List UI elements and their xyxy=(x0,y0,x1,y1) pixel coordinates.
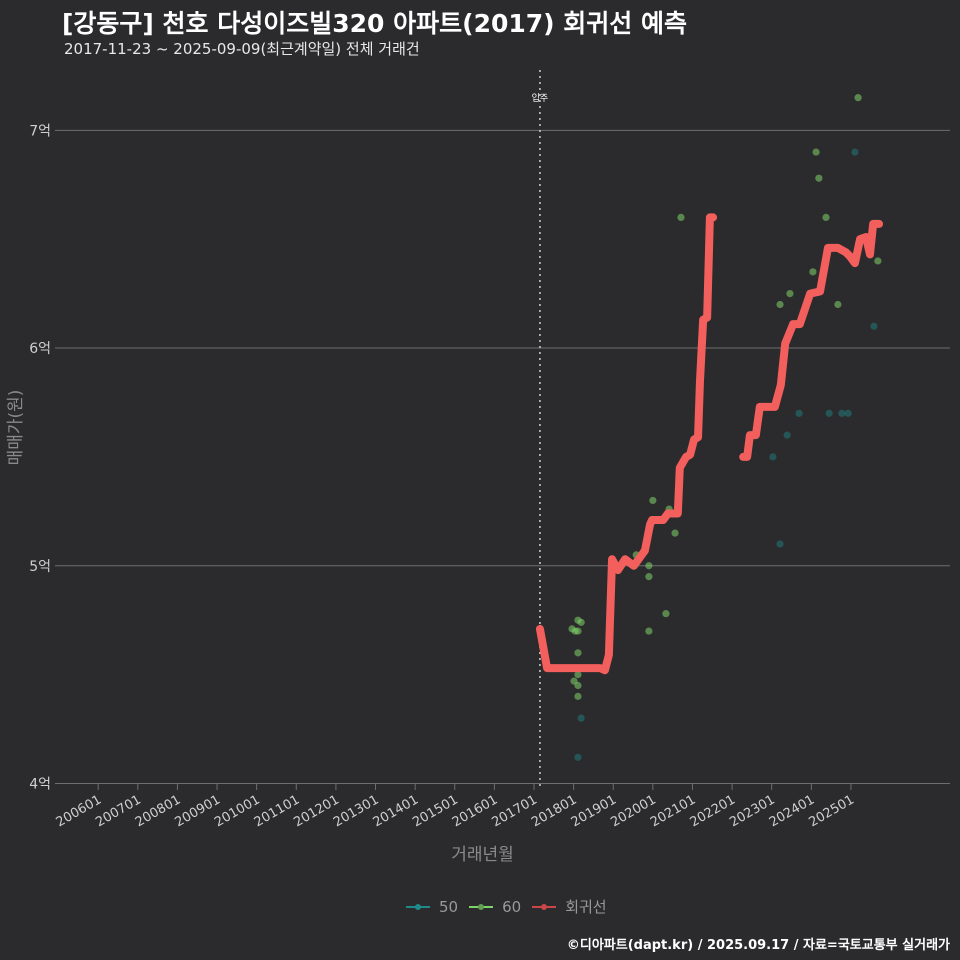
data-point-60 xyxy=(812,148,820,156)
data-point-60 xyxy=(645,562,653,570)
data-point-50 xyxy=(851,148,859,156)
chart-title: [강동구] 천호 다성이즈빌320 아파트(2017) 회귀선 예측 xyxy=(62,9,687,38)
data-point-50 xyxy=(574,753,582,761)
data-point-60 xyxy=(776,300,784,309)
data-point-60 xyxy=(834,300,842,309)
y-tick-label: 5억 xyxy=(29,559,51,575)
data-point-60 xyxy=(577,618,585,626)
y-axis-title: 매매가(원) xyxy=(6,390,26,466)
data-point-60 xyxy=(677,213,685,222)
x-axis-title: 거래년월 xyxy=(451,845,514,865)
data-point-50 xyxy=(795,409,803,417)
legend-swatch-60 xyxy=(469,903,494,910)
data-point-60 xyxy=(574,692,582,700)
regression-line xyxy=(739,219,884,461)
legend-swatch-50 xyxy=(406,903,430,910)
move-in-label: 입주 xyxy=(532,92,549,104)
data-point-60 xyxy=(671,529,679,537)
data-point-50 xyxy=(577,714,585,722)
data-point-60 xyxy=(822,213,830,222)
legend-item-50[interactable]: 50 xyxy=(405,898,458,916)
data-point-60 xyxy=(645,627,653,635)
y-tick-label: 6억 xyxy=(29,341,51,357)
data-point-60 xyxy=(809,268,817,276)
data-point-50 xyxy=(776,540,784,548)
legend-item-regression[interactable]: 회귀선 xyxy=(531,896,607,917)
legend-item-60[interactable]: 60 xyxy=(468,898,521,916)
data-point-60 xyxy=(662,610,670,618)
data-point-50 xyxy=(870,322,878,330)
data-point-50 xyxy=(838,409,846,417)
data-point-60 xyxy=(645,573,653,581)
legend-label-50: 50 xyxy=(439,897,459,916)
legend: 50 60 회귀선 xyxy=(405,896,617,917)
data-point-60 xyxy=(574,649,582,657)
chart-subtitle: 2017-11-23 ~ 2025-09-09(최근계약일) 전체 거래건 xyxy=(64,40,420,58)
data-point-50 xyxy=(825,409,833,417)
data-point-60 xyxy=(854,94,862,102)
data-point-60 xyxy=(786,290,794,298)
data-point-60 xyxy=(574,627,582,635)
source-caption: ©디아파트(dapt.kr) / 2025.09.17 / 자료=국토교통부 실… xyxy=(566,938,950,953)
y-tick-label: 7억 xyxy=(29,123,51,139)
data-point-60 xyxy=(874,257,882,265)
data-point-60 xyxy=(574,671,582,679)
legend-label-regression: 회귀선 xyxy=(565,898,607,916)
data-point-50 xyxy=(769,453,777,461)
y-tick-label: 4억 xyxy=(29,776,51,792)
x-tick-label: 202501 xyxy=(806,792,856,830)
regression-line xyxy=(535,213,718,675)
legend-label-60: 60 xyxy=(502,897,522,916)
data-point-60 xyxy=(815,174,823,182)
data-point-50 xyxy=(844,409,852,417)
data-point-50 xyxy=(783,431,791,439)
legend-swatch-regression xyxy=(532,903,557,910)
data-point-60 xyxy=(574,681,582,690)
data-point-60 xyxy=(649,496,657,505)
